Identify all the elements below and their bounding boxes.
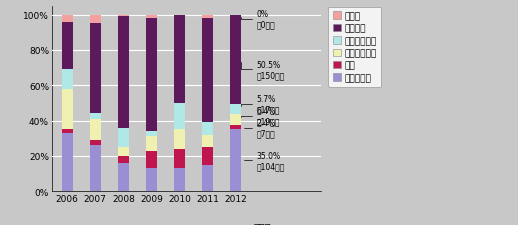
- Bar: [146, 16, 157, 19]
- Bar: [230, 104, 241, 114]
- Bar: [118, 17, 128, 128]
- Bar: [146, 151, 157, 168]
- Bar: [174, 130, 185, 149]
- Bar: [174, 149, 185, 168]
- Bar: [146, 168, 157, 191]
- Bar: [90, 16, 100, 24]
- Bar: [118, 147, 128, 156]
- Text: 0%
（0件）: 0% （0件）: [256, 10, 275, 29]
- Bar: [202, 123, 213, 135]
- Legend: その他, アフリカ, 南北アメリカ, インド亜大陸, 極東, 東南アジア: その他, アフリカ, 南北アメリカ, インド亜大陸, 極東, 東南アジア: [328, 8, 381, 87]
- Bar: [62, 89, 73, 130]
- Text: 35.0%
（104件）: 35.0% （104件）: [256, 151, 285, 170]
- Text: 2.4%
（7件）: 2.4% （7件）: [256, 118, 276, 138]
- Bar: [230, 130, 241, 191]
- Bar: [90, 146, 100, 191]
- Bar: [90, 119, 100, 140]
- Text: 50.5%
（150件）: 50.5% （150件）: [256, 60, 285, 80]
- Bar: [118, 128, 128, 147]
- Bar: [174, 16, 185, 104]
- Bar: [146, 137, 157, 151]
- Text: （年）: （年）: [254, 221, 271, 225]
- Bar: [230, 126, 241, 130]
- Bar: [118, 156, 128, 163]
- Bar: [62, 70, 73, 89]
- Bar: [118, 163, 128, 191]
- Bar: [230, 114, 241, 126]
- Bar: [90, 114, 100, 119]
- Bar: [62, 22, 73, 70]
- Bar: [202, 135, 213, 147]
- Bar: [202, 19, 213, 123]
- Bar: [202, 16, 213, 19]
- Text: 5.7%
（17件）: 5.7% （17件）: [256, 95, 280, 114]
- Bar: [62, 133, 73, 191]
- Bar: [174, 168, 185, 191]
- Bar: [90, 24, 100, 114]
- Bar: [174, 104, 185, 130]
- Bar: [202, 147, 213, 165]
- Bar: [62, 130, 73, 133]
- Text: 6.4%
（19件）: 6.4% （19件）: [256, 107, 280, 126]
- Bar: [118, 16, 128, 17]
- Bar: [230, 16, 241, 104]
- Bar: [146, 131, 157, 137]
- Bar: [62, 16, 73, 22]
- Bar: [146, 19, 157, 131]
- Bar: [90, 140, 100, 146]
- Bar: [202, 165, 213, 191]
